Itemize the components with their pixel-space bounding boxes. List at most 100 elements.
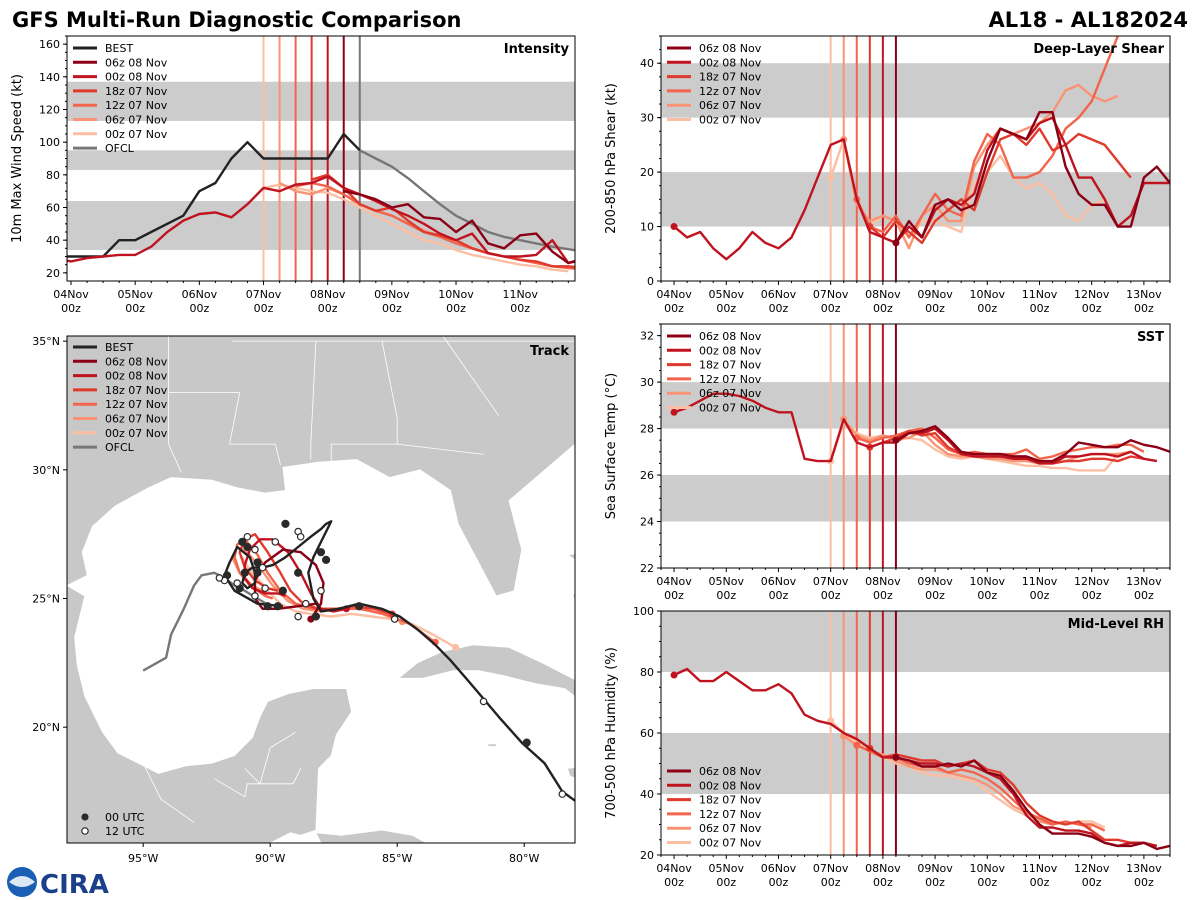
intensity-xtick-label-hour: 00z: [510, 302, 530, 315]
rh-xtick-label-day: 04Nov: [656, 862, 692, 875]
figure-title-right: AL18 - AL182024: [989, 8, 1189, 32]
track-xtick-label: 95°W: [128, 852, 158, 865]
shear-xtick-label-day: 05Nov: [709, 288, 745, 301]
sst-xtick-label-hour: 00z: [1134, 589, 1154, 602]
sst-start-marker-00z-08-nov: [670, 408, 678, 416]
intensity-series-18z-07-nov: [311, 173, 575, 269]
intensity-xtick-label-day: 11Nov: [502, 288, 538, 301]
sst-xtick-label-hour: 00z: [873, 589, 893, 602]
track-line-best: [223, 520, 575, 803]
rh-ylabel: 700-500 hPa Humidity (%): [604, 647, 619, 819]
track-fix-00utc-6: [253, 558, 262, 567]
rh-legend-label-00z-07-nov: 00z 07 Nov: [699, 837, 762, 850]
shear-panel-title: Deep-Layer Shear: [1033, 42, 1164, 57]
border-la-ms: [229, 443, 281, 465]
track-fix-12utc-13: [261, 584, 269, 593]
rh-xtick-label-hour: 00z: [769, 876, 789, 889]
track-fix-00utc-12: [238, 537, 247, 546]
rh-xtick-label-hour: 00z: [925, 876, 945, 889]
track-legend-label-06z-08-nov: 06z 08 Nov: [105, 355, 168, 368]
intensity-legend-label-00z-07-nov: 00z 07 Nov: [105, 128, 168, 141]
intensity-ytick-label: 60: [46, 202, 60, 215]
rh-legend-label-06z-08-nov: 06z 08 Nov: [699, 765, 762, 778]
sst-xtick-label-day: 05Nov: [709, 575, 745, 588]
shear-legend-label-00z-07-nov: 00z 07 Nov: [699, 114, 762, 127]
rh-series-00z-08-nov: [673, 667, 1158, 848]
intensity-xtick-label-hour: 00z: [189, 302, 209, 315]
track-fix-12utc-0: [558, 790, 567, 798]
track-fix-12utc-10: [233, 579, 241, 587]
shear-panel: 01020304004Nov00z05Nov00z06Nov00z07Nov00…: [604, 35, 1171, 315]
intensity-legend-label-best: BEST: [105, 42, 133, 55]
bahamas-land-2: [571, 592, 575, 603]
track-ytick-label: 35°N: [32, 335, 60, 348]
intensity-xtick-label-hour: 00z: [382, 302, 402, 315]
shear-xtick-label-day: 11Nov: [1022, 288, 1058, 301]
intensity-xtick-label-day: 10Nov: [438, 288, 474, 301]
track-legend-label-00z-08-nov: 00z 08 Nov: [105, 370, 168, 383]
track-legend-label-06z-07-nov: 06z 07 Nov: [105, 413, 168, 426]
rh-ytick-label: 60: [640, 727, 654, 740]
sst-plot-area: [661, 324, 1170, 568]
rh-band-1: [661, 611, 1170, 672]
intensity-xtick-label-hour: 00z: [446, 302, 466, 315]
bahamas-land-1: [566, 553, 575, 560]
track-fix-00utc-16: [294, 568, 303, 577]
shear-xtick-label-hour: 00z: [821, 302, 841, 315]
sst-legend-label-06z-08-nov: 06z 08 Nov: [699, 330, 762, 343]
intensity-xtick-label-day: 05Nov: [117, 288, 153, 301]
shear-ytick-label: 40: [640, 57, 654, 70]
track-legend-marker-00utc: [81, 813, 89, 821]
sst-legend-label-06z-07-nov: 06z 07 Nov: [699, 387, 762, 400]
rh-xtick-label-hour: 00z: [1082, 876, 1102, 889]
rh-panel-title: Mid-Level RH: [1068, 617, 1164, 632]
rh-plot-area: [661, 611, 1170, 855]
shear-xtick-label-hour: 00z: [925, 302, 945, 315]
intensity-xtick-label-day: 09Nov: [374, 288, 410, 301]
shear-xtick-label-day: 13Nov: [1126, 288, 1162, 301]
track-fix-12utc-1: [479, 697, 488, 706]
track-fix-12utc-14: [215, 574, 224, 582]
us-land: [67, 336, 575, 597]
sst-xtick-label-day: 08Nov: [865, 575, 901, 588]
sst-legend-label-00z-08-nov: 00z 08 Nov: [699, 344, 762, 357]
border-la-ms-river: [229, 392, 241, 445]
rh-ytick-label: 80: [640, 666, 654, 679]
intensity-legend-label-12z-07-nov: 12z 07 Nov: [105, 99, 168, 112]
rh-series-18z-07-nov: [869, 747, 1144, 844]
sst-band-0: [661, 475, 1170, 522]
rh-panel: 2040608010004Nov00z05Nov00z06Nov00z07Nov…: [604, 605, 1171, 889]
track-xtick-label: 90°W: [255, 852, 285, 865]
intensity-panel: 2040608010012014016004Nov00z05Nov00z06No…: [10, 35, 576, 315]
sst-panel: 22242628303204Nov00z05Nov00z06Nov00z07No…: [604, 323, 1171, 602]
sst-panel-title: SST: [1137, 330, 1164, 345]
intensity-xtick-label-hour: 00z: [318, 302, 338, 315]
sst-xtick-label-day: 12Nov: [1074, 575, 1110, 588]
shear-ytick-label: 0: [647, 275, 654, 288]
shear-series-06z-07-nov: [842, 83, 1119, 250]
sst-ytick-label: 22: [640, 562, 654, 575]
intensity-series-00z-08-nov: [67, 175, 575, 265]
rh-start-marker-12z-07-nov: [853, 741, 861, 749]
shear-xtick-label-day: 06Nov: [761, 288, 797, 301]
sst-xtick-label-day: 07Nov: [813, 575, 849, 588]
shear-xtick-label-day: 04Nov: [656, 288, 692, 301]
rh-ytick-label: 100: [633, 605, 654, 618]
track-fix-12utc-9: [258, 563, 267, 572]
rh-xtick-label-hour: 00z: [664, 876, 684, 889]
jamaica-land: [566, 767, 575, 779]
sst-series-06z-08-nov: [895, 425, 1170, 463]
central-america-land: [315, 829, 474, 843]
rh-xtick-label-day: 08Nov: [865, 862, 901, 875]
shear-xtick-label-hour: 00z: [977, 302, 997, 315]
intensity-legend-label-ofcl: OFCL: [105, 142, 135, 155]
border-mexico-states-2: [244, 731, 296, 785]
border-mexico-states-1: [142, 763, 195, 823]
intensity-legend-label-06z-07-nov: 06z 07 Nov: [105, 114, 168, 127]
track-fix-12utc-8: [251, 545, 259, 554]
intensity-series-ofcl: [359, 149, 575, 252]
rh-legend-label-12z-07-nov: 12z 07 Nov: [699, 808, 762, 821]
sst-band-1: [661, 382, 1170, 429]
shear-xtick-label-day: 09Nov: [917, 288, 953, 301]
shear-legend-label-12z-07-nov: 12z 07 Nov: [699, 85, 762, 98]
